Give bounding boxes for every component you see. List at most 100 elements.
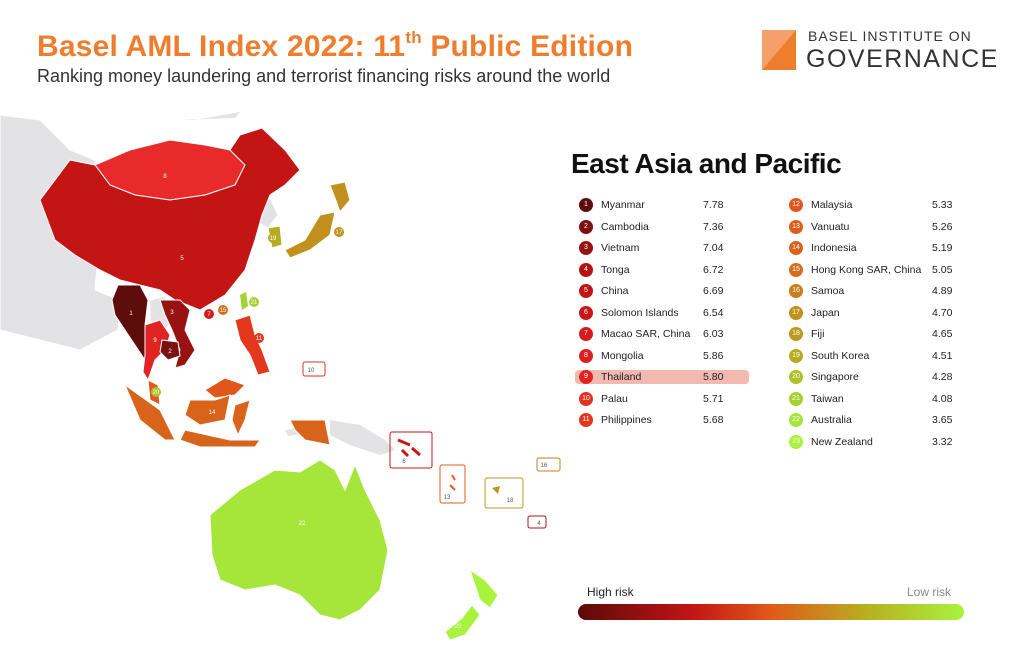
map-vietnam (159, 299, 196, 369)
country-name: Hong Kong SAR, China (811, 263, 922, 276)
ranking-row: 13 Vanuatu 5.26 (789, 219, 964, 241)
country-name: Indonesia (811, 242, 857, 254)
map-singapore-dot (151, 387, 161, 397)
map-label-vanuatu: 13 (444, 495, 451, 501)
ranking-row: 21 Taiwan 4.08 (789, 391, 964, 413)
rank-badge: 13 (789, 219, 803, 234)
map-solomon-box (389, 431, 433, 469)
map-taiwan-dot (249, 297, 259, 307)
country-score: 4.51 (932, 349, 953, 362)
map-thailand-dot (150, 335, 160, 345)
page-title: Basel AML Index 2022: 11th Public Editio… (37, 28, 634, 63)
country-name: Philippines (601, 414, 652, 426)
ranking-row: 8 Mongolia 5.86 (579, 348, 754, 370)
rank-badge: 5 (579, 284, 593, 298)
country-name: Vanuatu (811, 220, 850, 233)
ranking-row: 18 Fiji 4.65 (789, 326, 964, 348)
map-hongkong-dot (218, 305, 228, 315)
map-label-samoa: 16 (541, 463, 548, 469)
country-name: Malaysia (811, 199, 853, 211)
map-label-macao: 7 (207, 312, 211, 318)
map-japan-dot (334, 227, 344, 237)
rank-badge: 17 (789, 305, 803, 320)
map-label-solomon: 6 (402, 459, 406, 465)
country-name: China (601, 285, 629, 297)
map-vanuatu-box (439, 464, 466, 504)
country-score: 4.08 (932, 392, 953, 405)
map-label-thailand: 9 (153, 338, 157, 344)
map-vietnam-dot (167, 307, 177, 317)
ranking-row: 7 Macao SAR, China 6.03 (579, 326, 754, 348)
rank-badge: 8 (579, 348, 593, 363)
rank-badge: 22 (789, 413, 803, 427)
rank-badge: 16 (789, 284, 803, 298)
country-name: Solomon Islands (601, 306, 679, 319)
country-score: 5.80 (703, 371, 724, 383)
ranking-row: 17 Japan 4.70 (789, 305, 964, 327)
map-grey-png (330, 420, 395, 455)
country-score: 5.33 (932, 199, 953, 211)
map-label-philippines: 11 (256, 336, 263, 342)
region-title: East Asia and Pacific (571, 148, 842, 179)
ranking-row: 3 Vietnam 7.04 (579, 240, 754, 262)
ranking-row: 12 Malaysia 5.33 (789, 197, 964, 219)
map-malaysia (147, 377, 246, 406)
map-indonesia (123, 383, 331, 448)
map-label-southkorea: 19 (270, 236, 277, 242)
map-samoa-box (536, 457, 561, 472)
rank-badge: 3 (579, 241, 593, 255)
map-fiji-box (484, 477, 524, 509)
map-label-tonga: 4 (537, 521, 541, 527)
rank-badge: 21 (789, 391, 803, 406)
map-philippines-dot (254, 333, 264, 343)
country-score: 7.36 (703, 220, 724, 233)
country-score: 6.69 (703, 285, 724, 297)
country-score: 5.05 (932, 263, 953, 276)
risk-gradient-bar (578, 604, 964, 620)
country-score: 7.04 (703, 242, 724, 254)
legend-low-label: Low risk (907, 585, 952, 599)
map-label-cambodia: 2 (168, 349, 172, 355)
country-name: Tonga (601, 263, 630, 276)
map-philippines (234, 314, 271, 376)
ranking-row: 22 Australia 3.65 (789, 412, 964, 434)
rank-badge: 18 (789, 327, 803, 341)
country-name: Fiji (811, 328, 825, 340)
map-taiwan (240, 292, 248, 310)
country-score: 6.72 (703, 263, 724, 276)
country-name: Japan (811, 306, 840, 319)
map-label-indonesia: 14 (209, 410, 216, 416)
ranking-list-left: 1 Myanmar 7.78 2 Cambodia 7.36 3 Vietnam 7.04 4 To… (575, 197, 754, 434)
rank-badge: 19 (789, 348, 803, 363)
country-name: Australia (811, 414, 852, 426)
rank-badge: 23 (789, 434, 803, 449)
country-name: South Korea (811, 349, 870, 362)
map-label-taiwan: 21 (251, 300, 258, 306)
map-label-vietnam: 3 (170, 310, 174, 316)
country-name: New Zealand (811, 435, 873, 448)
map-label-myanmar: 1 (129, 311, 133, 317)
ranking-row: 5 China 6.69 (579, 283, 754, 305)
map-southkorea-dot (268, 233, 278, 243)
country-name: Macao SAR, China (601, 328, 691, 340)
ranking-row: 20 Singapore 4.28 (789, 369, 964, 391)
ranking-row: 15 Hong Kong SAR, China 5.05 (789, 262, 964, 284)
country-score: 5.71 (703, 392, 724, 405)
rank-badge: 1 (579, 198, 593, 212)
map-label-hongkong: 15 (220, 308, 227, 314)
country-score: 3.65 (932, 414, 953, 426)
logo-line2: GOVERNANCE (806, 45, 999, 73)
country-name: Myanmar (601, 199, 645, 211)
map-solomon-islands (397, 438, 421, 458)
country-score: 4.89 (932, 285, 953, 297)
country-name: Palau (601, 392, 628, 405)
country-score: 6.54 (703, 306, 724, 319)
rank-badge: 4 (579, 262, 593, 277)
map-label-newzealand: 23 (455, 624, 462, 630)
rank-badge: 6 (579, 305, 593, 320)
country-score: 6.03 (703, 328, 724, 340)
country-name: Mongolia (601, 349, 644, 362)
map-label-australia: 22 (299, 521, 306, 527)
ranking-row: 14 Indonesia 5.19 (789, 240, 964, 262)
map-vanuatu-islands (449, 474, 456, 491)
